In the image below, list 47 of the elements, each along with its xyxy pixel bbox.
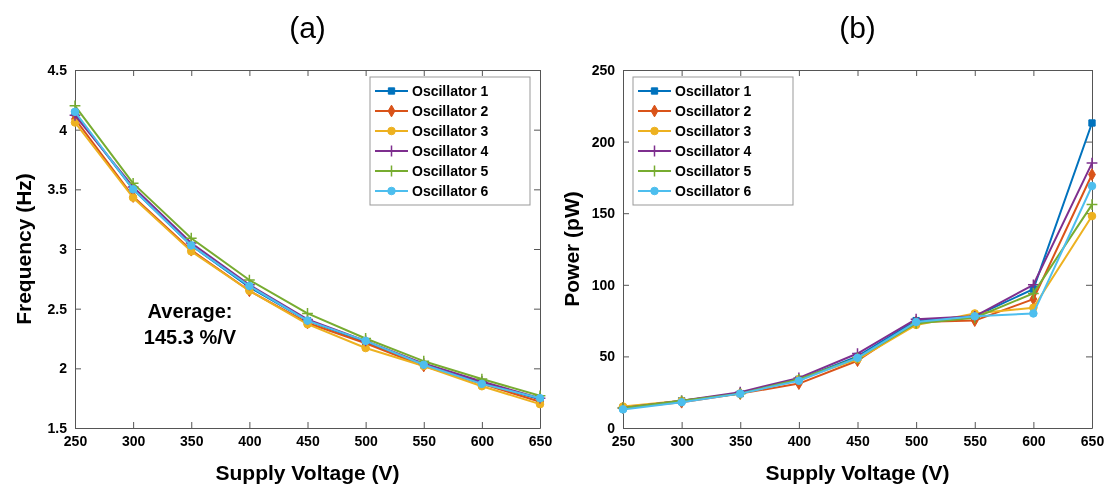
x-tick-label: 600 (470, 432, 495, 449)
legend-label: Oscillator 1 (675, 83, 752, 99)
x-axis-title: Supply Voltage (V) (215, 461, 400, 484)
y-tick-label: 4 (59, 121, 68, 138)
legend-label: Oscillator 6 (675, 183, 752, 199)
x-tick-label: 450 (296, 432, 320, 449)
legend-label: Oscillator 3 (412, 123, 489, 139)
x-tick-label: 300 (121, 432, 146, 449)
legend-label: Oscillator 5 (675, 163, 752, 179)
x-tick-label: 650 (528, 432, 553, 449)
legend-label: Oscillator 2 (675, 103, 752, 119)
legend-label: Oscillator 4 (675, 143, 752, 159)
x-tick-label: 500 (904, 432, 929, 449)
legend-label: Oscillator 1 (412, 83, 489, 99)
legend-label: Oscillator 3 (675, 123, 752, 139)
y-tick-label: 3.5 (47, 181, 68, 198)
x-tick-label: 500 (354, 432, 379, 449)
x-tick-label: 550 (412, 432, 437, 449)
y-tick-label: 150 (591, 205, 616, 222)
x-axis-title: Supply Voltage (V) (765, 461, 950, 484)
y-tick-label: 2 (59, 360, 68, 377)
legend-label: Oscillator 2 (412, 103, 489, 119)
y-tick-label: 100 (591, 276, 616, 293)
x-tick-label: 650 (1080, 432, 1105, 449)
x-tick-label: 350 (180, 432, 204, 449)
annotation: Average: 145.3 %/V (143, 300, 237, 348)
x-tick-label: 400 (787, 432, 812, 449)
chart-title: (a) (289, 11, 326, 44)
legend-label: Oscillator 6 (412, 183, 489, 199)
y-tick-label: 1.5 (47, 419, 68, 436)
y-tick-label: 4.5 (47, 61, 68, 78)
y-tick-label: 2.5 (47, 300, 68, 317)
y-tick-label: 250 (591, 61, 616, 78)
x-tick-label: 400 (238, 432, 262, 449)
x-tick-label: 550 (963, 432, 988, 449)
x-tick-label: 450 (846, 432, 870, 449)
y-axis-title: Frequency (Hz) (12, 173, 35, 325)
y-tick-label: 50 (599, 348, 616, 365)
y-tick-label: 200 (591, 133, 616, 150)
legend-label: Oscillator 4 (412, 143, 489, 159)
x-tick-label: 600 (1022, 432, 1046, 449)
chart-title: (b) (839, 11, 876, 44)
y-tick-label: 3 (59, 240, 68, 257)
x-tick-label: 300 (670, 432, 695, 449)
y-axis-title: Power (pW) (560, 191, 583, 307)
x-tick-label: 350 (729, 432, 753, 449)
legend-label: Oscillator 5 (412, 163, 489, 179)
